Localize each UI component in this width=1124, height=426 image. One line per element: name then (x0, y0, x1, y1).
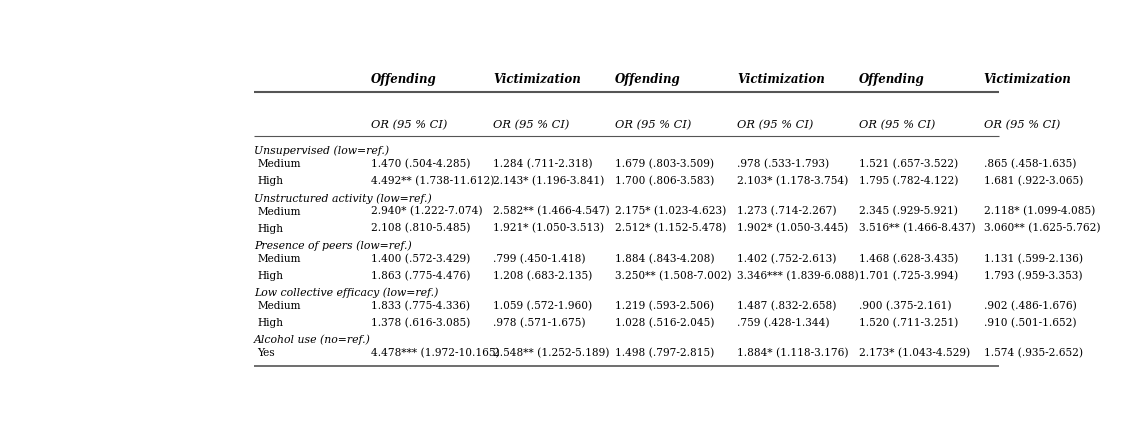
Text: .865 (.458-1.635): .865 (.458-1.635) (984, 159, 1076, 170)
Text: 1.219 (.593-2.506): 1.219 (.593-2.506) (615, 301, 714, 311)
Text: .799 (.450-1.418): .799 (.450-1.418) (493, 253, 586, 264)
Text: Yes: Yes (257, 348, 275, 358)
Text: 1.681 (.922-3.065): 1.681 (.922-3.065) (984, 176, 1084, 187)
Text: 2.118* (1.099-4.085): 2.118* (1.099-4.085) (984, 206, 1095, 217)
Text: 2.345 (.929-5.921): 2.345 (.929-5.921) (859, 206, 958, 217)
Text: 1.208 (.683-2.135): 1.208 (.683-2.135) (493, 271, 592, 281)
Text: 1.498 (.797-2.815): 1.498 (.797-2.815) (615, 348, 715, 358)
Text: Medium: Medium (257, 207, 301, 216)
Text: 1.833 (.775-4.336): 1.833 (.775-4.336) (371, 301, 470, 311)
Text: 1.402 (.752-2.613): 1.402 (.752-2.613) (737, 253, 836, 264)
Text: 1.700 (.806-3.583): 1.700 (.806-3.583) (615, 176, 715, 187)
Text: .978 (.571-1.675): .978 (.571-1.675) (493, 318, 586, 328)
Text: Victimization: Victimization (737, 72, 825, 86)
Text: 2.512* (1.152-5.478): 2.512* (1.152-5.478) (615, 223, 726, 234)
Text: 1.701 (.725-3.994): 1.701 (.725-3.994) (859, 271, 959, 281)
Text: 1.793 (.959-3.353): 1.793 (.959-3.353) (984, 271, 1082, 281)
Text: Victimization: Victimization (984, 72, 1071, 86)
Text: 1.884* (1.118-3.176): 1.884* (1.118-3.176) (737, 348, 849, 358)
Text: 1.574 (.935-2.652): 1.574 (.935-2.652) (984, 348, 1082, 358)
Text: 2.940* (1.222-7.074): 2.940* (1.222-7.074) (371, 206, 483, 217)
Text: 1.902* (1.050-3.445): 1.902* (1.050-3.445) (737, 223, 849, 234)
Text: .902 (.486-1.676): .902 (.486-1.676) (984, 301, 1077, 311)
Text: OR (95 % CI): OR (95 % CI) (615, 120, 691, 130)
Text: 1.273 (.714-2.267): 1.273 (.714-2.267) (737, 206, 836, 217)
Text: OR (95 % CI): OR (95 % CI) (737, 120, 814, 130)
Text: Unstructured activity (low=ref.): Unstructured activity (low=ref.) (254, 193, 432, 204)
Text: 1.520 (.711-3.251): 1.520 (.711-3.251) (859, 318, 959, 328)
Text: 1.521 (.657-3.522): 1.521 (.657-3.522) (859, 159, 959, 170)
Text: OR (95 % CI): OR (95 % CI) (493, 120, 570, 130)
Text: 4.492** (1.738-11.612): 4.492** (1.738-11.612) (371, 176, 495, 187)
Text: Medium: Medium (257, 159, 301, 169)
Text: Presence of peers (low=ref.): Presence of peers (low=ref.) (254, 240, 411, 251)
Text: 3.346*** (1.839-6.088): 3.346*** (1.839-6.088) (737, 271, 859, 281)
Text: 2.175* (1.023-4.623): 2.175* (1.023-4.623) (615, 206, 726, 217)
Text: 2.582** (1.466-4.547): 2.582** (1.466-4.547) (493, 206, 610, 217)
Text: Unsupervised (low=ref.): Unsupervised (low=ref.) (254, 146, 389, 156)
Text: 1.487 (.832-2.658): 1.487 (.832-2.658) (737, 301, 836, 311)
Text: OR (95 % CI): OR (95 % CI) (859, 120, 935, 130)
Text: 1.884 (.843-4.208): 1.884 (.843-4.208) (615, 253, 715, 264)
Text: 1.400 (.572-3.429): 1.400 (.572-3.429) (371, 253, 471, 264)
Text: 4.478*** (1.972-10.165): 4.478*** (1.972-10.165) (371, 348, 500, 358)
Text: 1.863 (.775-4.476): 1.863 (.775-4.476) (371, 271, 471, 281)
Text: .900 (.375-2.161): .900 (.375-2.161) (859, 301, 952, 311)
Text: 1.795 (.782-4.122): 1.795 (.782-4.122) (859, 176, 959, 187)
Text: 1.679 (.803-3.509): 1.679 (.803-3.509) (615, 159, 714, 170)
Text: Medium: Medium (257, 254, 301, 264)
Text: 3.060** (1.625-5.762): 3.060** (1.625-5.762) (984, 223, 1100, 234)
Text: High: High (257, 176, 283, 186)
Text: Offending: Offending (615, 72, 681, 86)
Text: 1.028 (.516-2.045): 1.028 (.516-2.045) (615, 318, 715, 328)
Text: 3.516** (1.466-8.437): 3.516** (1.466-8.437) (859, 223, 976, 234)
Text: High: High (257, 318, 283, 328)
Text: High: High (257, 224, 283, 233)
Text: OR (95 % CI): OR (95 % CI) (984, 120, 1060, 130)
Text: 3.250** (1.508-7.002): 3.250** (1.508-7.002) (615, 271, 732, 281)
Text: Offending: Offending (371, 72, 437, 86)
Text: 2.143* (1.196-3.841): 2.143* (1.196-3.841) (493, 176, 605, 187)
Text: Alcohol use (no=ref.): Alcohol use (no=ref.) (254, 335, 371, 345)
Text: .759 (.428-1.344): .759 (.428-1.344) (737, 318, 830, 328)
Text: 2.108 (.810-5.485): 2.108 (.810-5.485) (371, 223, 471, 234)
Text: .978 (.533-1.793): .978 (.533-1.793) (737, 159, 830, 170)
Text: OR (95 % CI): OR (95 % CI) (371, 120, 447, 130)
Text: 1.059 (.572-1.960): 1.059 (.572-1.960) (493, 301, 592, 311)
Text: 1.470 (.504-4.285): 1.470 (.504-4.285) (371, 159, 471, 170)
Text: Medium: Medium (257, 301, 301, 311)
Text: Low collective efficacy (low=ref.): Low collective efficacy (low=ref.) (254, 288, 438, 298)
Text: 2.548** (1.252-5.189): 2.548** (1.252-5.189) (493, 348, 609, 358)
Text: Victimization: Victimization (493, 72, 581, 86)
Text: High: High (257, 271, 283, 281)
Text: Offending: Offending (859, 72, 925, 86)
Text: 1.284 (.711-2.318): 1.284 (.711-2.318) (493, 159, 592, 170)
Text: .910 (.501-1.652): .910 (.501-1.652) (984, 318, 1076, 328)
Text: 1.131 (.599-2.136): 1.131 (.599-2.136) (984, 253, 1082, 264)
Text: 1.921* (1.050-3.513): 1.921* (1.050-3.513) (493, 223, 605, 234)
Text: 2.173* (1.043-4.529): 2.173* (1.043-4.529) (859, 348, 970, 358)
Text: 2.103* (1.178-3.754): 2.103* (1.178-3.754) (737, 176, 849, 187)
Text: 1.468 (.628-3.435): 1.468 (.628-3.435) (859, 253, 959, 264)
Text: 1.378 (.616-3.085): 1.378 (.616-3.085) (371, 318, 471, 328)
